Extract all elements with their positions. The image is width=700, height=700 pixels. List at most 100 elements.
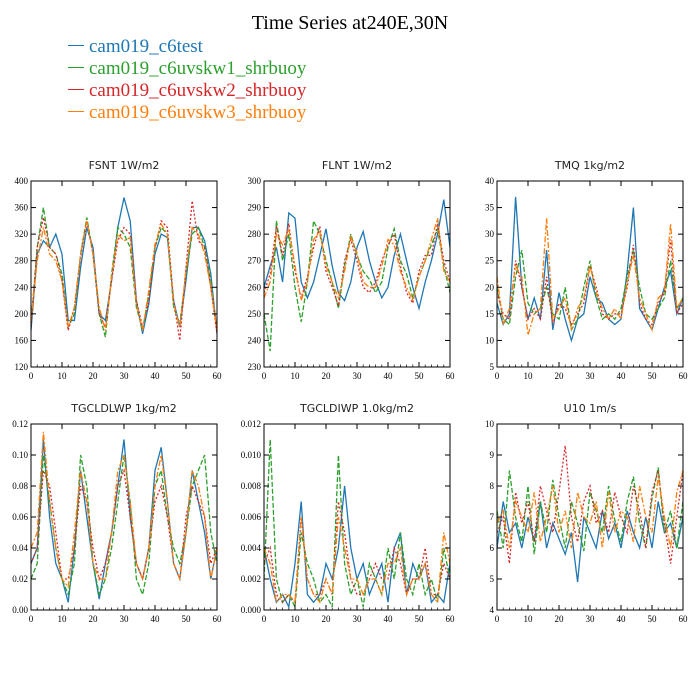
series-line-1 (264, 485, 450, 610)
y-tick-label: 160 (15, 335, 29, 345)
y-tick-label: 280 (248, 229, 262, 239)
x-tick-label: 10 (58, 371, 68, 381)
x-tick-label: 60 (213, 614, 223, 624)
y-tick-label: 0.002 (241, 574, 261, 584)
x-tick-label: 40 (384, 371, 394, 381)
y-tick-label: 10 (485, 335, 495, 345)
series-line-4 (497, 470, 683, 549)
chart-panel-6: U10 1m/s 0 10 20 30 40 50 60 4 5 6 7 8 9 10 (485, 402, 688, 624)
y-tick-label: 0.000 (241, 605, 262, 615)
y-tick-label: 40 (485, 176, 495, 186)
x-tick-label: 50 (182, 614, 192, 624)
x-tick-label: 50 (415, 614, 425, 624)
y-tick-label: 0.10 (12, 450, 28, 460)
legend-line-swatch (68, 45, 84, 47)
chart-panel-4: TGCLDLWP 1kg/m2 0 10 20 30 40 50 60 0.00 0.02 0.04… (12, 402, 222, 624)
series-line-2 (31, 454, 217, 597)
y-tick-label: 0.08 (12, 481, 28, 491)
x-tick-label: 20 (89, 614, 99, 624)
x-tick-label: 10 (524, 614, 534, 624)
series-line-3 (497, 445, 683, 564)
y-tick-label: 230 (248, 362, 262, 372)
x-tick-label: 30 (586, 614, 596, 624)
panel-title: TGCLDLWP 1kg/m2 (70, 402, 176, 415)
y-tick-label: 120 (15, 362, 29, 372)
x-tick-label: 10 (524, 371, 534, 381)
x-tick-label: 50 (648, 614, 658, 624)
legend-line-swatch (68, 111, 84, 113)
y-tick-label: 300 (248, 176, 262, 186)
y-tick-label: 0.008 (241, 481, 262, 491)
x-tick-label: 0 (495, 614, 500, 624)
series-line-1 (264, 199, 450, 312)
y-tick-label: 0.06 (12, 512, 28, 522)
y-tick-label: 7 (490, 512, 495, 522)
panel-title: TGCLDIWP 1.0kg/m2 (299, 402, 414, 415)
series-line-3 (264, 501, 450, 605)
y-tick-label: 30 (485, 229, 495, 239)
x-tick-label: 40 (151, 614, 161, 624)
series-line-4 (497, 218, 683, 336)
series-line-4 (31, 431, 217, 589)
x-tick-label: 60 (446, 614, 456, 624)
series-line-3 (31, 200, 217, 341)
y-tick-label: 200 (15, 309, 29, 319)
legend-label: cam019_c6test (89, 36, 203, 57)
y-tick-label: 240 (15, 282, 29, 292)
x-tick-label: 30 (353, 371, 363, 381)
x-tick-label: 50 (415, 371, 425, 381)
y-tick-label: 0.04 (12, 543, 28, 553)
figure-title: Time Series at240E,30N (251, 12, 449, 34)
legend-label: cam019_c6uvskw3_shrbuoy (89, 102, 307, 123)
panel-title: TMQ 1kg/m2 (554, 159, 625, 172)
y-tick-label: 320 (15, 229, 29, 239)
x-tick-label: 60 (446, 371, 456, 381)
x-tick-label: 10 (291, 614, 301, 624)
y-tick-label: 280 (15, 256, 29, 266)
x-tick-label: 30 (120, 371, 130, 381)
x-tick-label: 50 (182, 371, 192, 381)
legend: cam019_c6test cam019_c6uvskw1_shrbuoy ca… (68, 36, 306, 124)
y-tick-label: 5 (490, 574, 495, 584)
panel-frame (263, 180, 451, 368)
legend-item-skw2: cam019_c6uvskw2_shrbuoy (68, 80, 306, 102)
series-line-4 (264, 218, 450, 303)
series-line-3 (497, 239, 683, 326)
y-tick-label: 260 (248, 282, 262, 292)
x-tick-label: 60 (679, 371, 689, 381)
x-tick-label: 30 (586, 371, 596, 381)
legend-label: cam019_c6uvskw1_shrbuoy (89, 58, 307, 79)
x-tick-label: 10 (291, 371, 301, 381)
y-tick-label: 250 (248, 309, 262, 319)
series-line-1 (31, 197, 217, 334)
x-tick-label: 10 (58, 614, 68, 624)
y-tick-label: 400 (15, 176, 29, 186)
series-line-2 (264, 218, 450, 352)
y-tick-label: 360 (15, 203, 29, 213)
y-tick-label: 0.004 (241, 543, 262, 553)
panel-title: U10 1m/s (564, 402, 617, 415)
chart-panel-2: FLNT 1W/m2 0 10 20 30 40 50 60 230 240 250 260 270 28… (248, 159, 456, 381)
x-tick-label: 20 (89, 371, 99, 381)
y-tick-label: 0.012 (241, 419, 261, 429)
x-tick-label: 50 (648, 371, 658, 381)
y-tick-label: 4 (490, 605, 495, 615)
legend-label: cam019_c6uvskw2_shrbuoy (89, 80, 307, 101)
y-tick-label: 0.12 (12, 419, 28, 429)
series-line-2 (497, 467, 683, 555)
panel-frame (30, 423, 218, 611)
x-tick-label: 40 (384, 614, 394, 624)
y-tick-label: 6 (490, 543, 495, 553)
x-tick-label: 20 (555, 614, 565, 624)
y-tick-label: 25 (485, 256, 495, 266)
x-tick-label: 40 (151, 371, 161, 381)
chart-panel-1: FSNT 1W/m2 0 10 20 30 40 50 60 120 160 200 240 280 32… (15, 159, 223, 381)
legend-item-skw1: cam019_c6uvskw1_shrbuoy (68, 58, 306, 80)
chart-panel-5: TGCLDIWP 1.0kg/m2 0 10 20 30 40 50 60 0.000 0.002… (241, 402, 455, 624)
y-tick-label: 0.02 (12, 574, 28, 584)
y-tick-label: 0.00 (12, 605, 28, 615)
y-tick-label: 0.010 (241, 450, 262, 460)
x-tick-label: 40 (617, 371, 627, 381)
y-tick-label: 240 (248, 335, 262, 345)
panel-frame (30, 180, 218, 368)
